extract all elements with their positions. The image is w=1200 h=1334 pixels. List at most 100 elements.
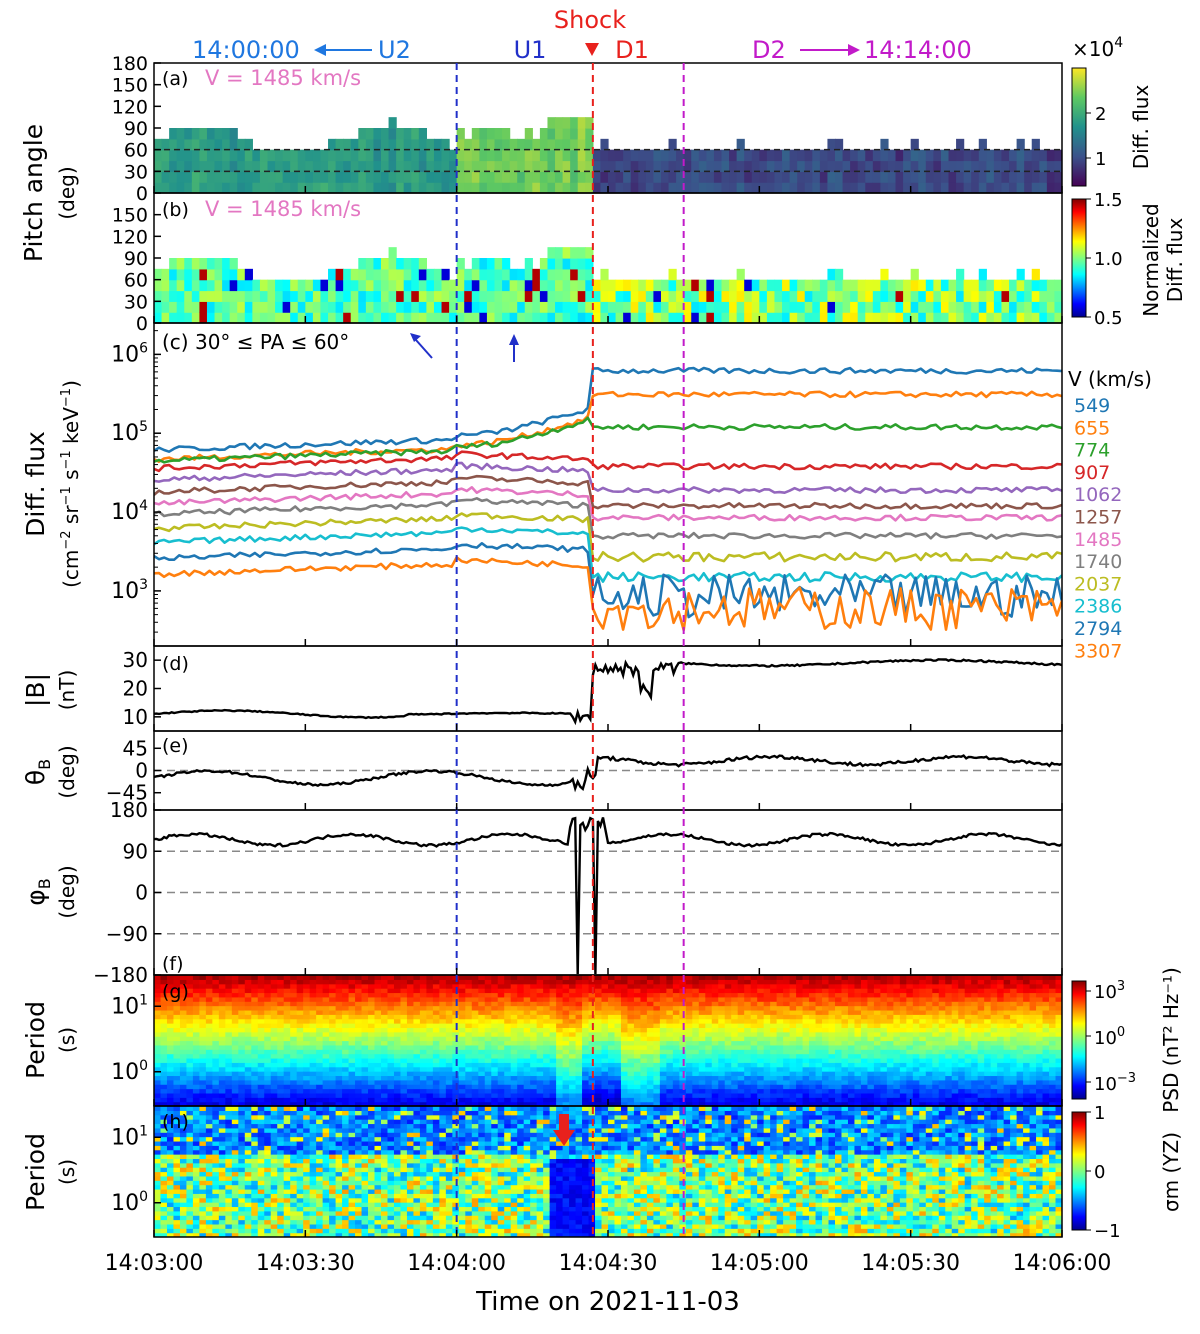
- pitch-angle-cell: [910, 182, 919, 193]
- psd-cell: [815, 1075, 823, 1081]
- normalized-cell: [222, 290, 231, 302]
- pitch-angle-cell: [154, 160, 163, 172]
- normalized-cell: [486, 290, 496, 302]
- psd-cell: [283, 1018, 291, 1024]
- normalized-cell: [517, 312, 526, 323]
- psd-cell: [925, 1075, 933, 1081]
- psd-cell: [322, 996, 330, 1002]
- psd-cell: [329, 996, 337, 1002]
- psd-cell: [951, 983, 959, 989]
- pitch-angle-cell: [418, 149, 427, 162]
- psd-cell: [796, 979, 804, 985]
- pitch-angle-cell: [441, 138, 450, 151]
- psd-cell: [718, 996, 726, 1002]
- psd-cell: [491, 1053, 499, 1059]
- psd-cell: [951, 1027, 959, 1033]
- psd-cell: [342, 996, 350, 1002]
- psd-cell: [860, 992, 869, 998]
- psd-cell: [231, 1057, 239, 1063]
- pitch-angle-cell: [903, 149, 912, 162]
- pitch-angle-cell: [608, 149, 617, 162]
- psd-cell: [406, 988, 415, 994]
- psd-cell: [633, 992, 642, 998]
- pitch-angle-cell: [486, 182, 496, 193]
- psd-cell: [789, 1053, 797, 1059]
- psd-cell: [218, 992, 226, 998]
- normalized-cell: [305, 312, 314, 323]
- psd-cell: [958, 1009, 966, 1015]
- normalized-cell: [1046, 279, 1056, 292]
- psd-cell: [899, 1009, 907, 1015]
- psd-cell: [627, 1071, 635, 1077]
- pitch-angle-cell: [850, 182, 859, 193]
- psd-cell: [173, 979, 181, 985]
- psd-cell: [296, 1084, 304, 1090]
- psd-cell: [478, 1018, 486, 1024]
- psd-cell: [484, 1023, 492, 1028]
- psd-cell: [381, 1040, 389, 1046]
- psd-cell: [523, 983, 531, 989]
- psd-cell: [750, 1036, 758, 1042]
- psd-cell: [368, 1031, 376, 1037]
- psd-cell: [847, 1040, 856, 1046]
- normalized-cell: [562, 279, 571, 292]
- psd-cell: [316, 1023, 324, 1028]
- normalized-cell: [956, 290, 965, 302]
- psd-cell: [361, 1075, 369, 1081]
- psd-cell: [458, 1001, 466, 1007]
- normalized-cell: [259, 279, 269, 292]
- psd-cell: [835, 1005, 843, 1011]
- psd-cell: [724, 1005, 732, 1011]
- psd-cell: [815, 1057, 823, 1063]
- psd-cell: [750, 1018, 758, 1024]
- psd-cell: [880, 1057, 888, 1063]
- psd-cell: [828, 975, 836, 980]
- psd-cell: [958, 1027, 966, 1033]
- psd-cell: [932, 1031, 940, 1037]
- psd-cell: [770, 1001, 778, 1007]
- psd-cell: [938, 1053, 946, 1059]
- psd-cell: [796, 1062, 804, 1068]
- normalized-cell: [948, 301, 957, 313]
- psd-cell: [899, 1066, 907, 1072]
- normalized-cell: [1039, 312, 1048, 323]
- psd-cell: [348, 1023, 356, 1028]
- psd-cell: [348, 1079, 356, 1085]
- pitch-angle-cell: [963, 171, 972, 183]
- psd-cell: [614, 1040, 622, 1046]
- psd-cell: [543, 1053, 551, 1059]
- psd-cell: [504, 975, 512, 980]
- psd-cell: [757, 996, 765, 1002]
- psd-cell: [458, 996, 466, 1002]
- psd-cell: [737, 1097, 745, 1103]
- psd-cell: [582, 1092, 590, 1098]
- psd-cell: [530, 1027, 538, 1033]
- psd-cell: [426, 983, 434, 989]
- psd-cell: [393, 1057, 402, 1063]
- normalized-cell: [751, 312, 760, 323]
- psd-cell: [899, 1027, 907, 1033]
- psd-cell: [432, 1023, 440, 1028]
- psd-cell: [847, 996, 856, 1002]
- psd-cell: [166, 1066, 175, 1072]
- psd-cell: [309, 1092, 317, 1098]
- psd-cell: [828, 1097, 836, 1103]
- psd-cell: [906, 1049, 914, 1055]
- psd-cell: [906, 1005, 914, 1011]
- normalized-cell: [388, 301, 397, 313]
- psd-cell: [899, 1057, 907, 1063]
- psd-cell: [166, 1009, 175, 1015]
- psd-cell: [186, 1088, 194, 1094]
- psd-cell: [595, 996, 603, 1002]
- psd-cell: [835, 975, 843, 980]
- psd-cell: [517, 1057, 525, 1063]
- psd-cell: [724, 1027, 732, 1033]
- psd-cell: [510, 1027, 518, 1033]
- psd-cell: [737, 1031, 745, 1037]
- psd-cell: [445, 1084, 453, 1090]
- psd-cell: [381, 1001, 389, 1007]
- psd-cell: [179, 1014, 188, 1020]
- pitch-angle-cell: [827, 171, 836, 183]
- psd-cell: [925, 1084, 933, 1090]
- psd-cell: [822, 1044, 830, 1050]
